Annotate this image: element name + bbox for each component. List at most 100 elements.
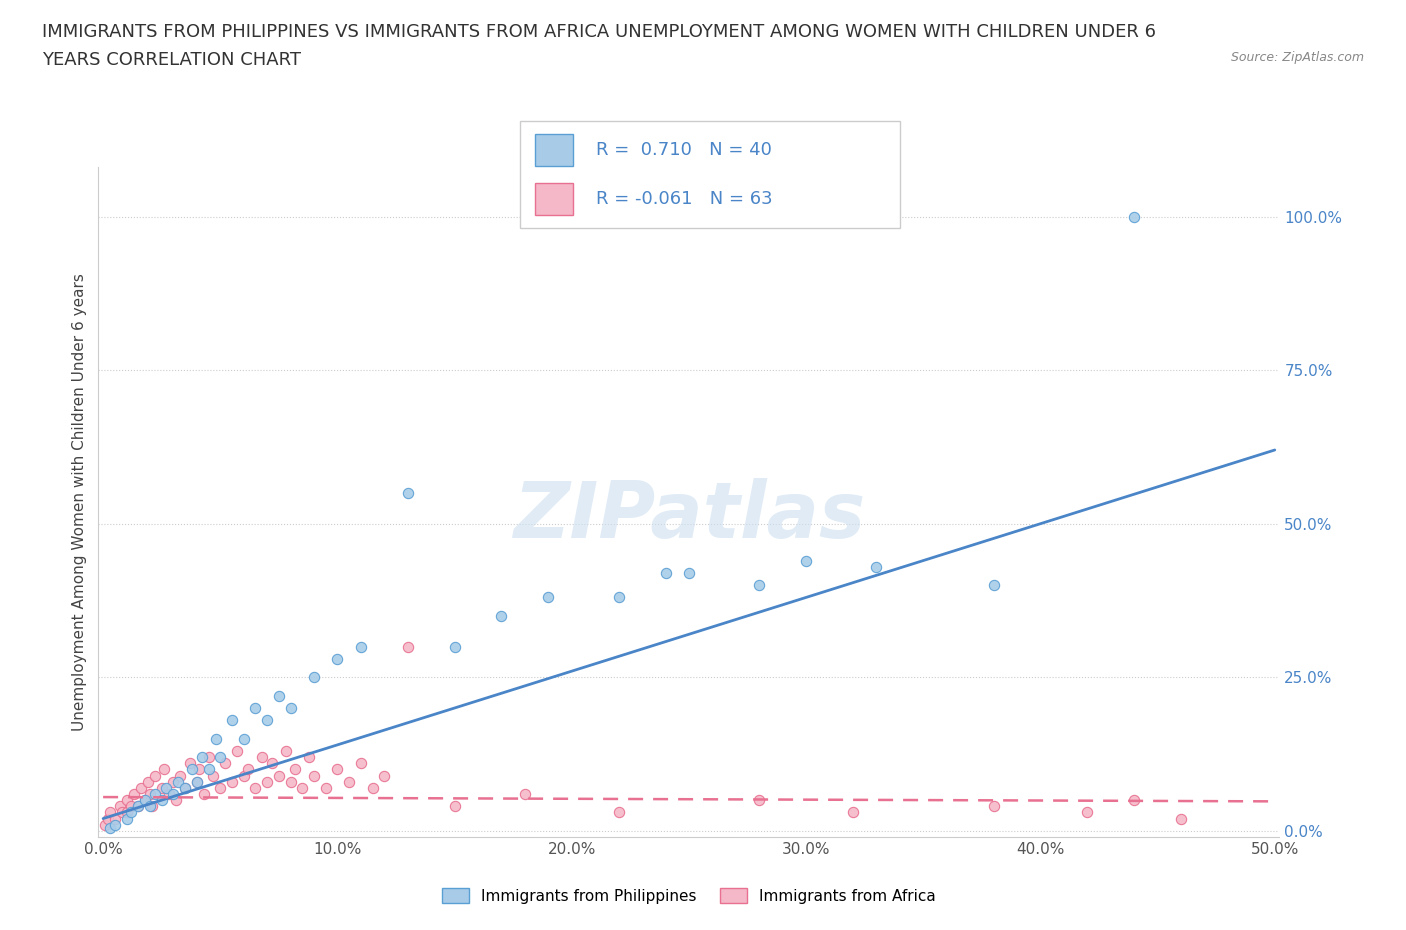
Point <box>607 590 630 604</box>
Point <box>491 608 513 623</box>
Point <box>267 768 290 783</box>
Point <box>350 756 373 771</box>
Point <box>204 731 226 746</box>
Point <box>256 712 278 727</box>
Point <box>232 731 254 746</box>
Point <box>443 639 465 654</box>
Point <box>748 578 770 592</box>
Point <box>280 775 302 790</box>
Point <box>108 799 131 814</box>
Point <box>983 578 1005 592</box>
Point <box>678 565 700 580</box>
Point <box>155 780 177 795</box>
Point <box>1123 792 1146 807</box>
Text: R =  0.710   N = 40: R = 0.710 N = 40 <box>596 140 772 159</box>
Point <box>373 768 395 783</box>
Point <box>179 756 201 771</box>
Point <box>127 799 149 814</box>
Point <box>1076 805 1098 820</box>
Point <box>221 775 243 790</box>
Point <box>245 700 267 715</box>
Point <box>143 768 166 783</box>
Point <box>209 750 232 764</box>
FancyBboxPatch shape <box>520 121 900 228</box>
Point <box>983 799 1005 814</box>
Point <box>98 820 121 835</box>
Point <box>115 811 138 826</box>
Point <box>315 780 337 795</box>
Point <box>252 750 274 764</box>
Point <box>129 780 152 795</box>
Text: Source: ZipAtlas.com: Source: ZipAtlas.com <box>1230 51 1364 64</box>
Point <box>350 639 373 654</box>
Point <box>302 670 325 684</box>
Point <box>134 792 156 807</box>
Point <box>396 639 419 654</box>
Point <box>302 768 325 783</box>
Bar <box>536 134 574 166</box>
Point <box>104 811 127 826</box>
Point <box>274 744 297 759</box>
Point <box>280 700 302 715</box>
Point <box>865 559 887 574</box>
Point <box>197 750 219 764</box>
Point <box>111 805 134 820</box>
Point <box>120 805 142 820</box>
Point <box>143 787 166 802</box>
Point <box>120 799 142 814</box>
Point <box>842 805 865 820</box>
Point <box>157 787 180 802</box>
Point <box>221 712 243 727</box>
Point <box>162 775 184 790</box>
Point <box>150 792 173 807</box>
Point <box>122 787 145 802</box>
Point <box>141 799 163 814</box>
Point <box>115 792 138 807</box>
Point <box>165 792 187 807</box>
Text: IMMIGRANTS FROM PHILIPPINES VS IMMIGRANTS FROM AFRICA UNEMPLOYMENT AMONG WOMEN W: IMMIGRANTS FROM PHILIPPINES VS IMMIGRANT… <box>42 23 1156 41</box>
Text: ZIPatlas: ZIPatlas <box>513 478 865 553</box>
Point <box>193 787 215 802</box>
Point <box>298 750 321 764</box>
Point <box>127 799 149 814</box>
Point <box>1123 209 1146 224</box>
Point <box>260 756 283 771</box>
Point <box>443 799 465 814</box>
Point <box>284 762 307 777</box>
Point <box>134 792 156 807</box>
Point <box>326 651 349 666</box>
Point <box>153 762 176 777</box>
Point <box>1170 811 1192 826</box>
Point <box>104 817 127 832</box>
Point <box>97 811 120 826</box>
Point <box>136 775 159 790</box>
Point <box>291 780 314 795</box>
Point <box>181 762 204 777</box>
Point <box>162 787 184 802</box>
Point <box>190 750 212 764</box>
Point <box>245 780 267 795</box>
Point <box>94 817 117 832</box>
Point <box>396 485 419 500</box>
Point <box>167 775 190 790</box>
Point <box>748 792 770 807</box>
Point <box>186 775 208 790</box>
Y-axis label: Unemployment Among Women with Children Under 6 years: Unemployment Among Women with Children U… <box>72 273 87 731</box>
Point <box>267 688 290 703</box>
Point <box>654 565 676 580</box>
Point <box>98 805 121 820</box>
Legend: Immigrants from Philippines, Immigrants from Africa: Immigrants from Philippines, Immigrants … <box>436 882 942 910</box>
Point <box>188 762 211 777</box>
Point <box>139 787 162 802</box>
Text: YEARS CORRELATION CHART: YEARS CORRELATION CHART <box>42 51 301 69</box>
Point <box>337 775 360 790</box>
Point <box>513 787 536 802</box>
Point <box>150 780 173 795</box>
Bar <box>536 183 574 215</box>
Point <box>238 762 260 777</box>
Point <box>202 768 225 783</box>
Point <box>197 762 219 777</box>
Point <box>115 805 138 820</box>
Point <box>174 780 197 795</box>
Point <box>256 775 278 790</box>
